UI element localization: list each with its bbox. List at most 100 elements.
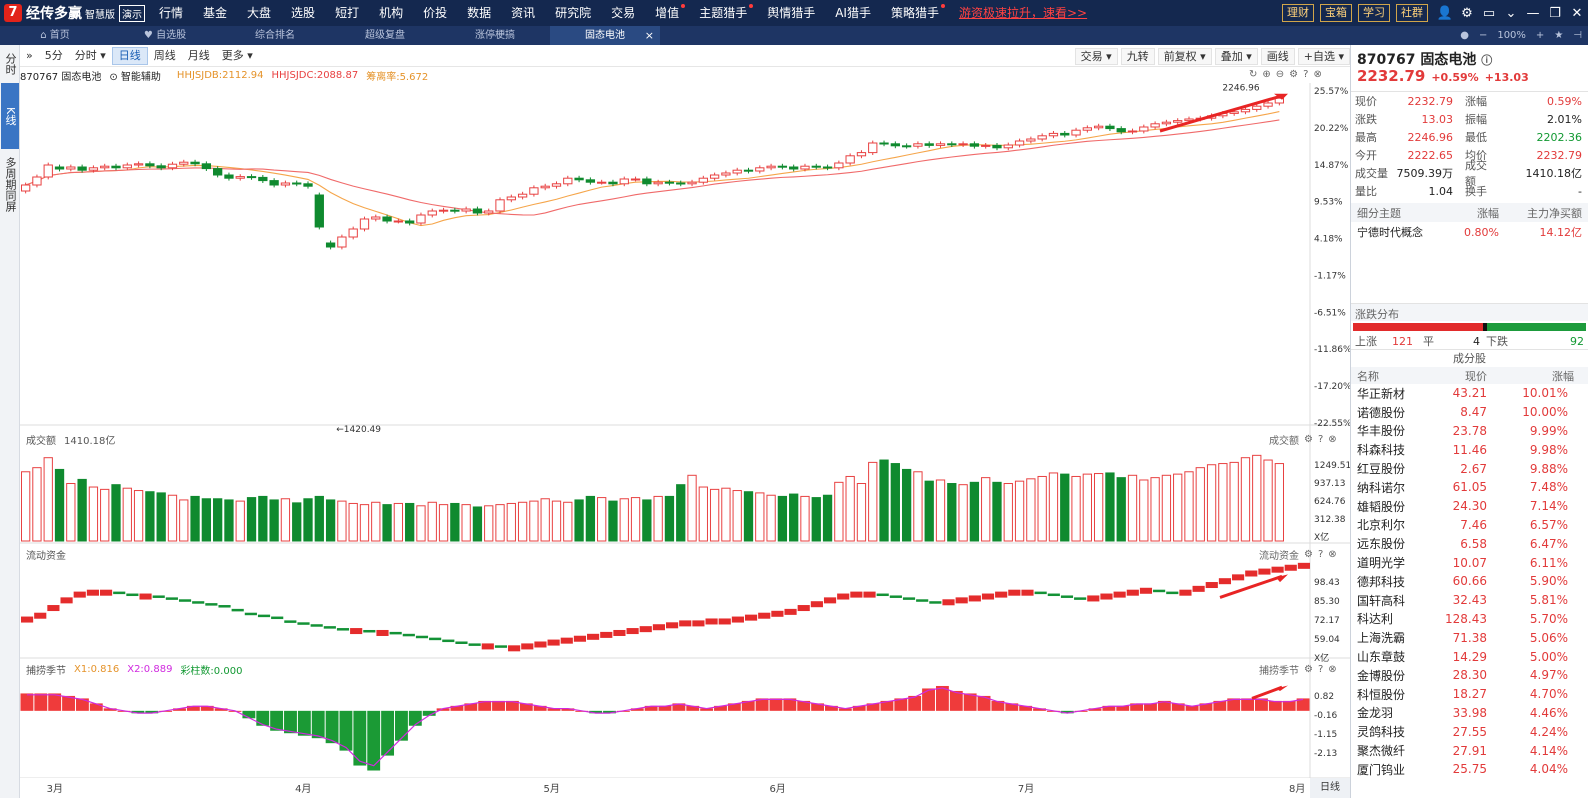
info-icon[interactable]: ⓘ (1481, 54, 1493, 67)
flow-segment[interactable] (60, 597, 73, 604)
flow-segment[interactable] (297, 622, 310, 625)
candle-body[interactable] (653, 181, 663, 185)
candle-body[interactable] (811, 165, 821, 168)
season-bar[interactable] (1033, 708, 1046, 711)
volume-bar[interactable] (845, 475, 855, 542)
season-bar[interactable] (547, 708, 561, 711)
flow-segment[interactable] (1113, 591, 1126, 598)
volume-bar[interactable] (879, 459, 889, 542)
flow-segment[interactable] (1087, 595, 1100, 602)
volume-bar[interactable] (597, 497, 607, 542)
candle-body[interactable] (405, 220, 415, 224)
candle-body[interactable] (935, 143, 946, 146)
flow-segment[interactable] (231, 608, 244, 612)
flow-segment[interactable] (1192, 585, 1205, 592)
kline-chart[interactable]: 25.57% 20.22% 14.87% 9.53% 4.18% -1.17% -6.51%… (20, 83, 1350, 778)
volume-bar[interactable] (21, 471, 31, 542)
season-bar[interactable] (200, 705, 214, 711)
candle-body[interactable] (924, 143, 934, 146)
season-bar[interactable] (714, 705, 727, 711)
flow-segment[interactable] (902, 597, 916, 600)
flow-segment[interactable] (981, 593, 995, 600)
season-bar[interactable] (395, 710, 408, 741)
volume-bar[interactable] (1150, 477, 1160, 542)
app-logo[interactable]: 7 经传多赢 智慧版 演示 (0, 0, 149, 26)
theme-row[interactable]: 宁德时代概念 0.80% 14.12亿 (1351, 222, 1588, 242)
cons-row[interactable]: 国轩高科 32.43 5.81% (1351, 591, 1588, 610)
candle-body[interactable] (1263, 102, 1273, 107)
volume-bar[interactable] (1037, 475, 1047, 542)
volume-bar[interactable] (947, 483, 957, 542)
flow-segment[interactable] (613, 629, 626, 636)
volume-bar[interactable] (472, 506, 483, 542)
candle-body[interactable] (1240, 108, 1251, 113)
promo-link[interactable]: 游资极速拉升，速看>> (958, 6, 1088, 20)
season-bar[interactable] (963, 693, 977, 711)
volume-bar[interactable] (1229, 461, 1239, 542)
cons-row[interactable]: 上海洗霸 71.38 5.06% (1351, 628, 1588, 647)
season-bar[interactable] (1019, 705, 1033, 711)
flow-segment[interactable] (1100, 593, 1113, 600)
chart-tool-button[interactable]: 交易 ▾ (1074, 47, 1118, 65)
candle-body[interactable] (359, 218, 370, 230)
volume-bar[interactable] (913, 471, 923, 542)
chart-tool-button[interactable]: 九转 (1120, 47, 1155, 65)
flow-segment[interactable] (1021, 589, 1034, 596)
volume-bar[interactable] (664, 495, 675, 542)
candle-body[interactable] (958, 143, 968, 146)
gear-icon[interactable]: ⚙ (1304, 549, 1313, 560)
smart-assist-toggle[interactable]: ⊙ 智能辅助 (109, 71, 161, 83)
volume-bar[interactable] (371, 501, 381, 542)
season-bar[interactable] (769, 698, 783, 711)
season-bar[interactable] (991, 700, 1005, 711)
season-bar[interactable] (908, 695, 922, 711)
volume-bar[interactable] (1105, 472, 1115, 542)
candle-body[interactable] (43, 164, 53, 178)
top-pill-button[interactable]: 宝箱 (1320, 4, 1352, 22)
cons-row[interactable]: 金龙羽 33.98 4.46% (1351, 704, 1588, 723)
volume-bar[interactable] (1071, 475, 1081, 542)
season-bar[interactable] (561, 708, 575, 711)
flow-segment[interactable] (797, 605, 810, 612)
flow-segment[interactable] (73, 591, 86, 598)
volume-bar[interactable] (743, 491, 754, 542)
candle-body[interactable] (1026, 138, 1036, 142)
season-bar[interactable] (630, 708, 644, 711)
volume-bar[interactable] (1184, 471, 1194, 542)
flow-segment[interactable] (718, 618, 731, 625)
chevron-down-icon[interactable]: ⌄ (1505, 5, 1517, 21)
candle-body[interactable] (630, 178, 641, 181)
volume-bar[interactable] (484, 505, 494, 542)
candle-body[interactable] (484, 210, 494, 214)
help-icon[interactable]: ? (1317, 664, 1324, 675)
flow-segment[interactable] (600, 631, 613, 638)
pin-icon[interactable]: ⊣ (1573, 30, 1582, 41)
flow-segment[interactable] (1271, 566, 1284, 573)
candle-body[interactable] (438, 209, 449, 212)
period-button[interactable]: 周线 (153, 48, 176, 62)
flow-segment[interactable] (376, 629, 389, 636)
season-bar[interactable] (34, 693, 48, 711)
candle-body[interactable] (495, 199, 505, 212)
volume-bar[interactable] (1093, 473, 1104, 542)
candle-body[interactable] (1274, 97, 1284, 104)
volume-bar[interactable] (1048, 472, 1059, 542)
season-bar[interactable] (339, 710, 353, 751)
season-bar[interactable] (1255, 698, 1268, 711)
season-bar[interactable] (852, 705, 866, 711)
flow-segment[interactable] (968, 595, 981, 602)
flow-segment[interactable] (1139, 587, 1153, 594)
volume-bar[interactable] (133, 490, 144, 542)
volume-bar[interactable] (66, 483, 76, 542)
season-bar[interactable] (1116, 705, 1130, 711)
volume-bar[interactable] (789, 493, 799, 542)
flow-segment[interactable] (889, 595, 902, 598)
volume-bar[interactable] (698, 486, 708, 542)
volume-bar[interactable] (179, 499, 189, 542)
flow-segment[interactable] (192, 601, 205, 604)
help-icon[interactable]: ? (1317, 434, 1324, 445)
season-bar[interactable] (935, 685, 949, 711)
cons-row[interactable]: 红豆股份 2.67 9.88% (1351, 459, 1588, 478)
candle-body[interactable] (1082, 127, 1092, 131)
flow-segment[interactable] (1179, 589, 1192, 596)
